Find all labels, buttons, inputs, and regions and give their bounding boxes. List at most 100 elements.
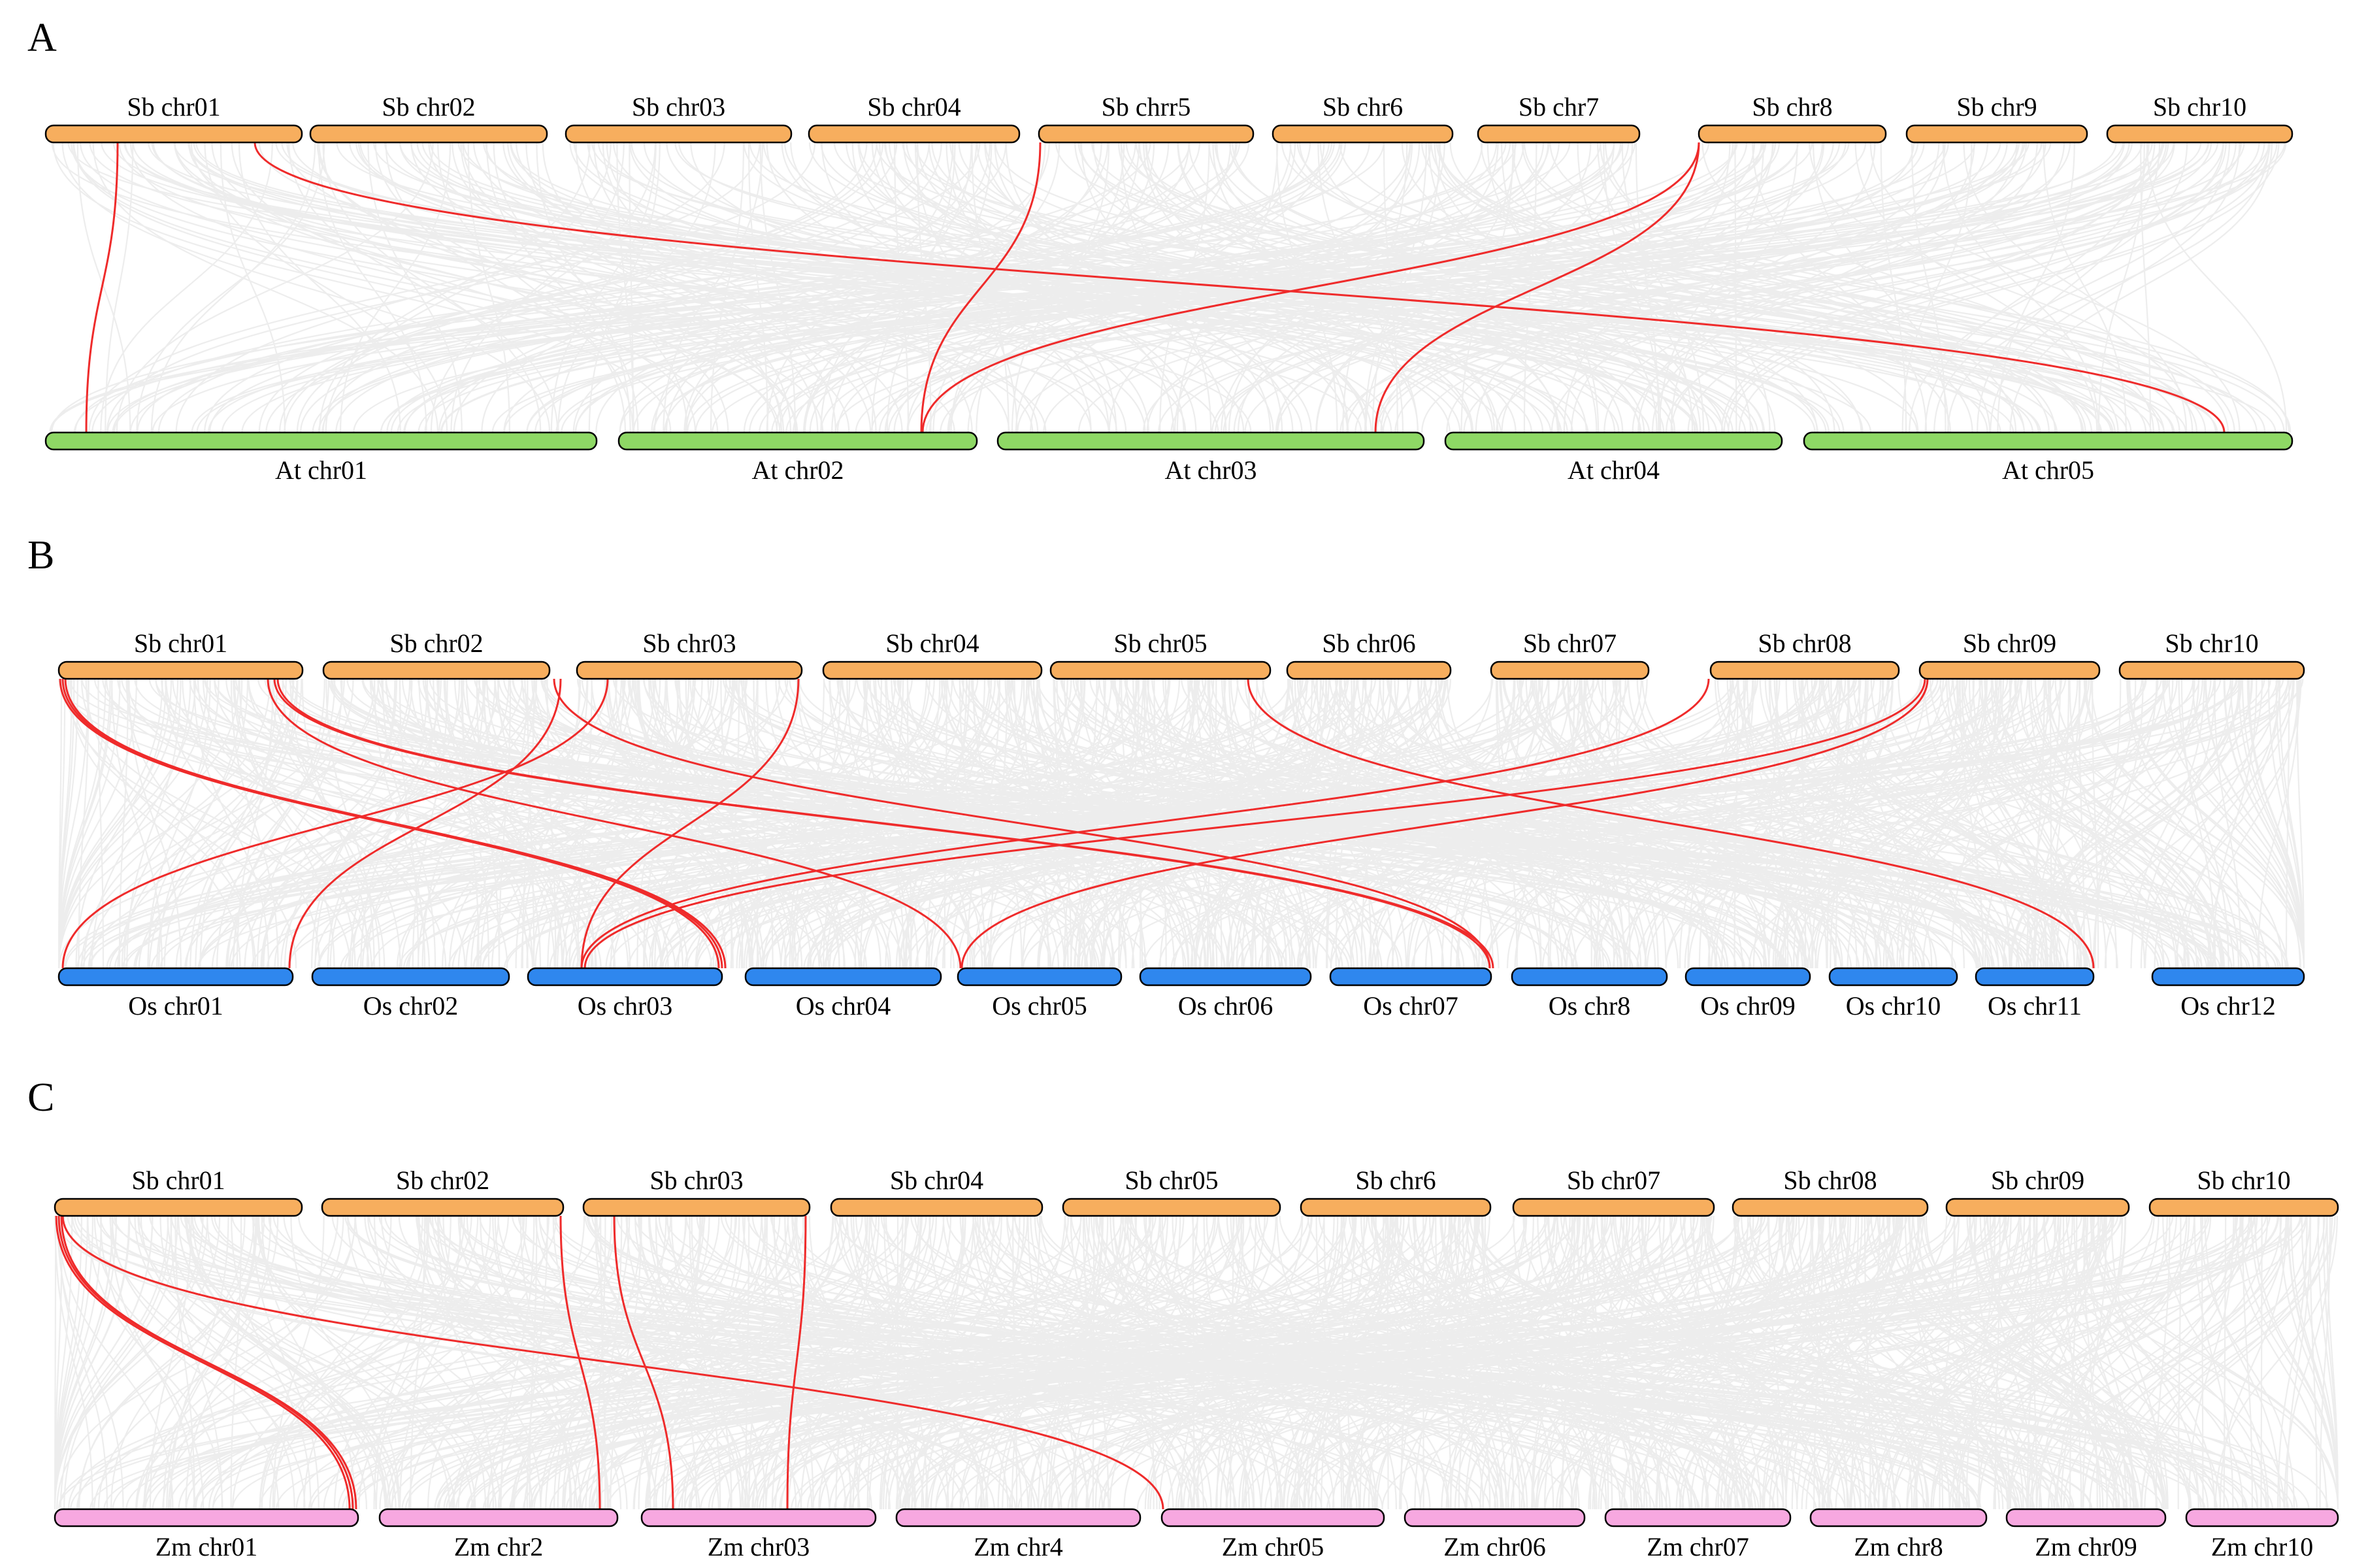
highlight-link-sb-chr09-to-os-chr03 xyxy=(583,678,1926,969)
chromosome-label: At chr02 xyxy=(751,455,844,485)
chromosome-bar-zm-chr01 xyxy=(54,1508,359,1527)
chromosome-bar-zm-chr2 xyxy=(378,1508,619,1527)
chromosome-label: Os chr01 xyxy=(128,991,223,1021)
chromosome-label: Sb chr09 xyxy=(1963,629,2056,658)
panel-letter-c: C xyxy=(27,1075,54,1120)
chromosome-label: Os chr03 xyxy=(578,991,673,1021)
chromosome-bar-at-chr04 xyxy=(1444,431,1783,451)
chromosome-label: Zm chr8 xyxy=(1854,1532,1943,1561)
highlight-link-sb-chr03-to-zm-chr03 xyxy=(786,1215,807,1510)
chromosome-label: Sb chr8 xyxy=(1752,92,1832,122)
background-synteny-links xyxy=(49,142,2292,433)
chromosome-label: Sb chr08 xyxy=(1758,629,1851,658)
chromosome-label: Os chr06 xyxy=(1178,991,1273,1021)
chromosome-bar-sb-chr9 xyxy=(1905,124,2088,144)
chromosome-bar-sb-chr03 xyxy=(576,661,803,680)
highlight-link-sb-chr03-to-os-chr01 xyxy=(61,678,609,969)
chromosome-label: Zm chr09 xyxy=(2035,1532,2137,1561)
chromosome-bar-os-chr07 xyxy=(1329,967,1492,987)
chromosome-bar-sb-chr10 xyxy=(2106,124,2293,144)
chromosome-label: Sb chr01 xyxy=(134,629,227,658)
chromosome-bar-sb-chr04 xyxy=(808,124,1021,144)
chromosome-label: Os chr09 xyxy=(1700,991,1796,1021)
chromosome-bar-at-chr01 xyxy=(44,431,598,451)
chromosome-bar-sb-chr02 xyxy=(309,124,548,144)
panel-letter-b: B xyxy=(27,533,54,578)
highlight-link-sb-chr03-to-os-chr07 xyxy=(553,678,1491,969)
chromosome-label: At chr01 xyxy=(275,455,367,485)
chromosome-label: Os chr12 xyxy=(2180,991,2276,1021)
chromosome-label: Sb chr02 xyxy=(396,1166,489,1195)
chromosome-label: Sb chr02 xyxy=(389,629,483,658)
highlight-links-c xyxy=(55,1215,1164,1510)
chromosome-label: Sb chr05 xyxy=(1125,1166,1218,1195)
chromosome-label: Sb chr10 xyxy=(2165,629,2258,658)
chromosome-label: Sb chr08 xyxy=(1783,1166,1877,1195)
chromosome-label: Sb chrr5 xyxy=(1102,92,1191,122)
chromosome-label: Sb chr06 xyxy=(1322,629,1415,658)
chromosome-bar-sb-chr07 xyxy=(1512,1198,1715,1217)
chromosome-bar-sb-chr6 xyxy=(1272,124,1454,144)
chromosome-label: Sb chr01 xyxy=(127,92,220,122)
chromosome-label: Sb chr09 xyxy=(1991,1166,2084,1195)
chromosome-bar-os-chr04 xyxy=(744,967,942,987)
chromosome-label: Os chr11 xyxy=(1988,991,2082,1021)
highlight-link-sb-chr03-to-zm-chr03 xyxy=(613,1215,674,1510)
chromosome-bar-sb-chr10 xyxy=(2118,661,2305,680)
chromosome-bar-sb-chr01 xyxy=(58,661,304,680)
highlight-link-sb-chr03-to-os-chr02 xyxy=(288,678,562,969)
chromosome-label: At chr03 xyxy=(1164,455,1257,485)
chromosome-label: Zm chr05 xyxy=(1222,1532,1324,1561)
chromosome-label: Zm chr2 xyxy=(454,1532,544,1561)
chromosome-bar-zm-chr8 xyxy=(1809,1508,1988,1527)
chromosome-label: Zm chr03 xyxy=(708,1532,810,1561)
chromosome-bar-sb-chrr5 xyxy=(1038,124,1255,144)
chromosome-label: Sb chr03 xyxy=(642,629,736,658)
chromosome-bar-sb-chr05 xyxy=(1049,661,1272,680)
chromosome-label: Sb chr04 xyxy=(890,1166,983,1195)
chromosome-label: At chr04 xyxy=(1568,455,1660,485)
chromosome-label: At chr05 xyxy=(2002,455,2094,485)
chromosome-bar-os-chr01 xyxy=(58,967,294,987)
chromosome-bar-os-chr8 xyxy=(1511,967,1668,987)
chromosome-bar-sb-chr05 xyxy=(1062,1198,1281,1217)
chromosome-label: Sb chr7 xyxy=(1519,92,1599,122)
chromosome-bar-os-chr05 xyxy=(957,967,1123,987)
chromosome-bar-zm-chr06 xyxy=(1404,1508,1586,1527)
chromosome-bar-os-chr09 xyxy=(1684,967,1811,987)
highlight-link-sb-chr05-to-os-chr11 xyxy=(1247,678,2095,969)
chromosome-label: Os chr05 xyxy=(992,991,1087,1021)
background-links-c xyxy=(54,1215,2339,1510)
panel-letter-a: A xyxy=(27,16,57,60)
chromosome-bar-sb-chr8 xyxy=(1698,124,1887,144)
chromosome-label: Sb chr9 xyxy=(1956,92,2037,122)
chromosome-label: Zm chr07 xyxy=(1647,1532,1749,1561)
chromosome-bar-sb-chr10 xyxy=(2148,1198,2339,1217)
chromosome-bar-sb-chr06 xyxy=(1286,661,1452,680)
highlight-link-sb-chr01-to-zm-chr05 xyxy=(61,1215,1164,1510)
chromosome-bar-zm-chr03 xyxy=(640,1508,877,1527)
background-synteny-links xyxy=(58,678,2305,969)
highlight-link-sb-chr08-to-os-chr03 xyxy=(580,678,1710,969)
chromosome-label: Sb chr05 xyxy=(1113,629,1207,658)
chromosome-bar-os-chr10 xyxy=(1828,967,1958,987)
chromosome-label: Sb chr01 xyxy=(131,1166,225,1195)
chromosome-bar-os-chr06 xyxy=(1139,967,1312,987)
panel-a-sorghum-arabidopsis: A Sb chr01 Sb chr02 Sb chr03 Sb chr04 Sb chr… xyxy=(27,16,2293,485)
chromosome-label: Sb chr03 xyxy=(632,92,725,122)
top-chromosomes-c: Sb chr01 Sb chr02 Sb chr03 Sb chr04 Sb chr05… xyxy=(54,1166,2339,1217)
chromosome-label: Sb chr02 xyxy=(382,92,475,122)
panel-c-sorghum-maize: C Sb chr01 Sb chr02 Sb chr03 Sb chr04 Sb chr… xyxy=(27,1075,2339,1561)
chromosome-bar-at-chr03 xyxy=(996,431,1425,451)
chromosome-bar-os-chr12 xyxy=(2151,967,2305,987)
chromosome-label: Zm chr10 xyxy=(2211,1532,2314,1561)
highlight-link-sb-chr09-to-os-chr05 xyxy=(961,678,1929,969)
bottom-chromosomes-c: Zm chr01 Zm chr2 Zm chr03 Zm chr4 Zm chr05 Zm… xyxy=(54,1508,2339,1561)
chromosome-bar-sb-chr07 xyxy=(1490,661,1650,680)
chromosome-bar-zm-chr07 xyxy=(1604,1508,1792,1527)
chromosome-bar-zm-chr10 xyxy=(2185,1508,2339,1527)
chromosome-bar-sb-chr01 xyxy=(54,1198,303,1217)
chromosome-bar-at-chr02 xyxy=(617,431,978,451)
chromosome-label: Sb chr04 xyxy=(867,92,961,122)
highlight-links-a xyxy=(85,142,2226,433)
